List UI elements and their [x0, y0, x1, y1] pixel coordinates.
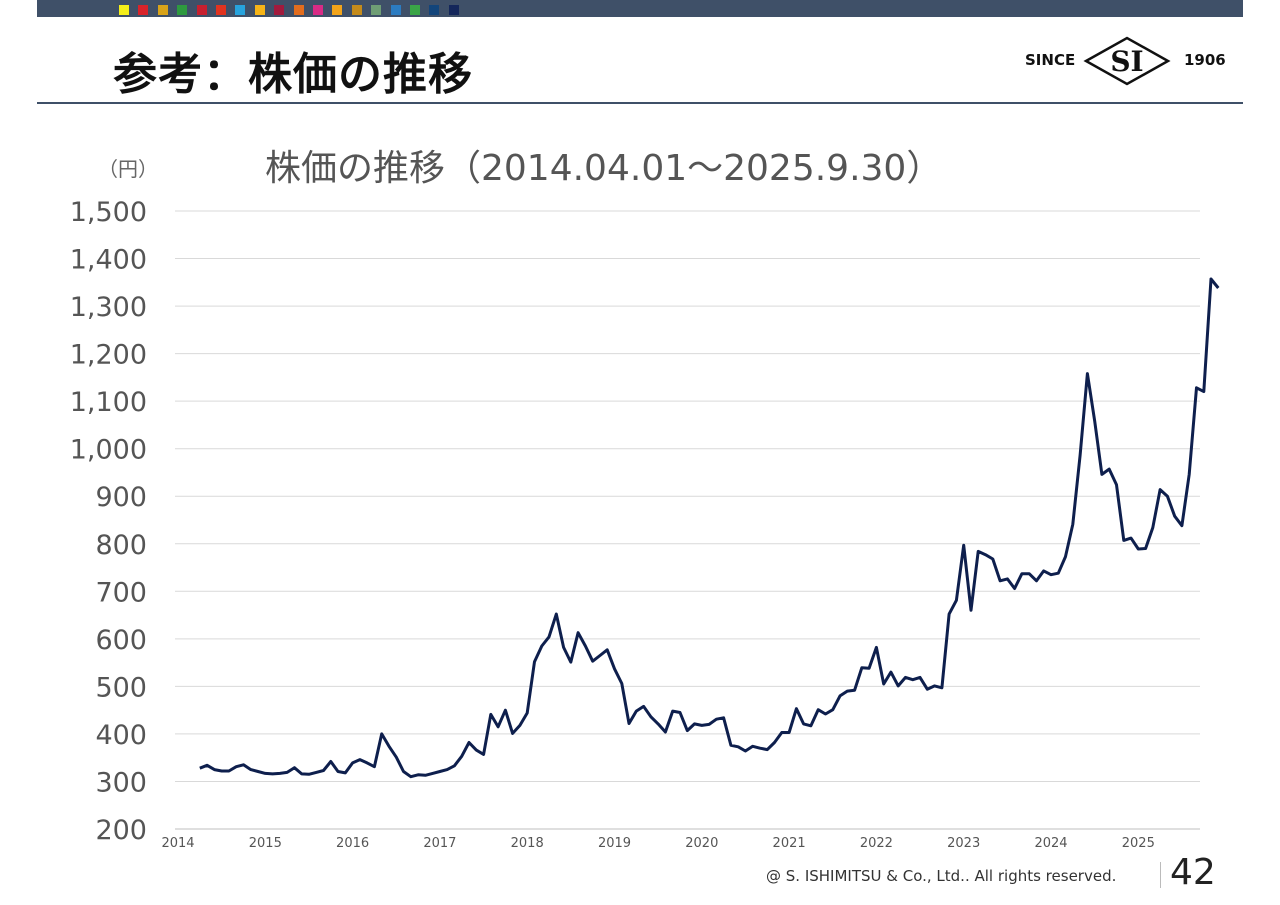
color-swatch — [313, 5, 323, 15]
x-tick-label: 2024 — [1034, 836, 1067, 851]
chart-series-lines — [199, 277, 1220, 779]
copyright-text: @ S. ISHIMITSU & Co., Ltd.. All rights r… — [766, 867, 1117, 885]
color-swatch — [216, 5, 226, 15]
color-swatch — [119, 5, 129, 15]
color-swatch — [138, 5, 149, 15]
x-tick-label: 2022 — [860, 836, 893, 851]
color-swatch — [254, 5, 265, 15]
chart-gridlines — [175, 210, 1200, 830]
color-swatch — [390, 5, 401, 15]
color-swatch — [177, 5, 188, 15]
x-tick-label: 2015 — [249, 836, 282, 851]
x-tick-label: 2017 — [423, 836, 456, 851]
color-swatch — [371, 5, 382, 15]
footer-separator — [1160, 862, 1161, 888]
title-underline — [37, 102, 1243, 104]
color-swatch — [410, 5, 420, 15]
x-tick-label: 2018 — [511, 836, 544, 851]
x-tick-label: 2020 — [685, 836, 718, 851]
color-swatch — [448, 5, 459, 15]
y-tick-label: 500 — [95, 672, 147, 703]
x-tick-label: 2023 — [947, 836, 980, 851]
y-tick-label: 1,400 — [70, 245, 147, 276]
y-tick-label: 600 — [95, 625, 147, 656]
y-tick-label: 200 — [95, 815, 147, 846]
logo-year-text: 1906 — [1184, 51, 1226, 69]
y-tick-label: 1,500 — [70, 197, 147, 228]
slide-title: 参考：株価の推移 — [113, 49, 473, 100]
color-swatch — [235, 5, 246, 15]
x-axis-tick-labels: 2014 2015 2016 2017 2018 2019 2020 2021 2022 2023… — [161, 836, 1154, 851]
y-tick-label: 900 — [95, 482, 147, 513]
x-tick-label: 2014 — [161, 836, 194, 851]
x-tick-label: 2019 — [598, 836, 631, 851]
y-tick-label: 1,100 — [70, 387, 147, 418]
x-tick-label: 2016 — [336, 836, 369, 851]
logo-since-text: SINCE — [1025, 51, 1076, 69]
y-axis-tick-labels: 200 300 400 500 600 700 800 900 1,000 1,100 1,200 1… — [70, 197, 147, 846]
logo-mark-text: SI — [1110, 45, 1143, 78]
y-axis-unit-label: （円） — [98, 157, 158, 181]
y-tick-label: 1,000 — [70, 435, 147, 466]
color-swatch — [196, 5, 207, 15]
color-swatch — [157, 5, 168, 15]
color-swatch — [274, 5, 285, 15]
y-tick-label: 400 — [95, 720, 147, 751]
chart-title: 株価の推移（2014.04.01～2025.9.30） — [265, 148, 942, 189]
page-number: 42 — [1170, 852, 1216, 893]
y-tick-label: 1,200 — [70, 340, 147, 371]
stock-price-series-line — [199, 277, 1220, 779]
x-tick-label: 2025 — [1122, 836, 1155, 851]
color-swatch — [332, 5, 343, 15]
y-tick-label: 800 — [95, 530, 147, 561]
y-tick-label: 1,300 — [70, 292, 147, 323]
x-tick-label: 2021 — [773, 836, 806, 851]
y-tick-label: 300 — [95, 767, 147, 798]
color-swatch — [293, 5, 304, 15]
company-logo-mark: SI — [1083, 36, 1171, 86]
color-swatch — [351, 5, 362, 15]
color-swatch — [429, 5, 440, 15]
y-tick-label: 700 — [95, 577, 147, 608]
